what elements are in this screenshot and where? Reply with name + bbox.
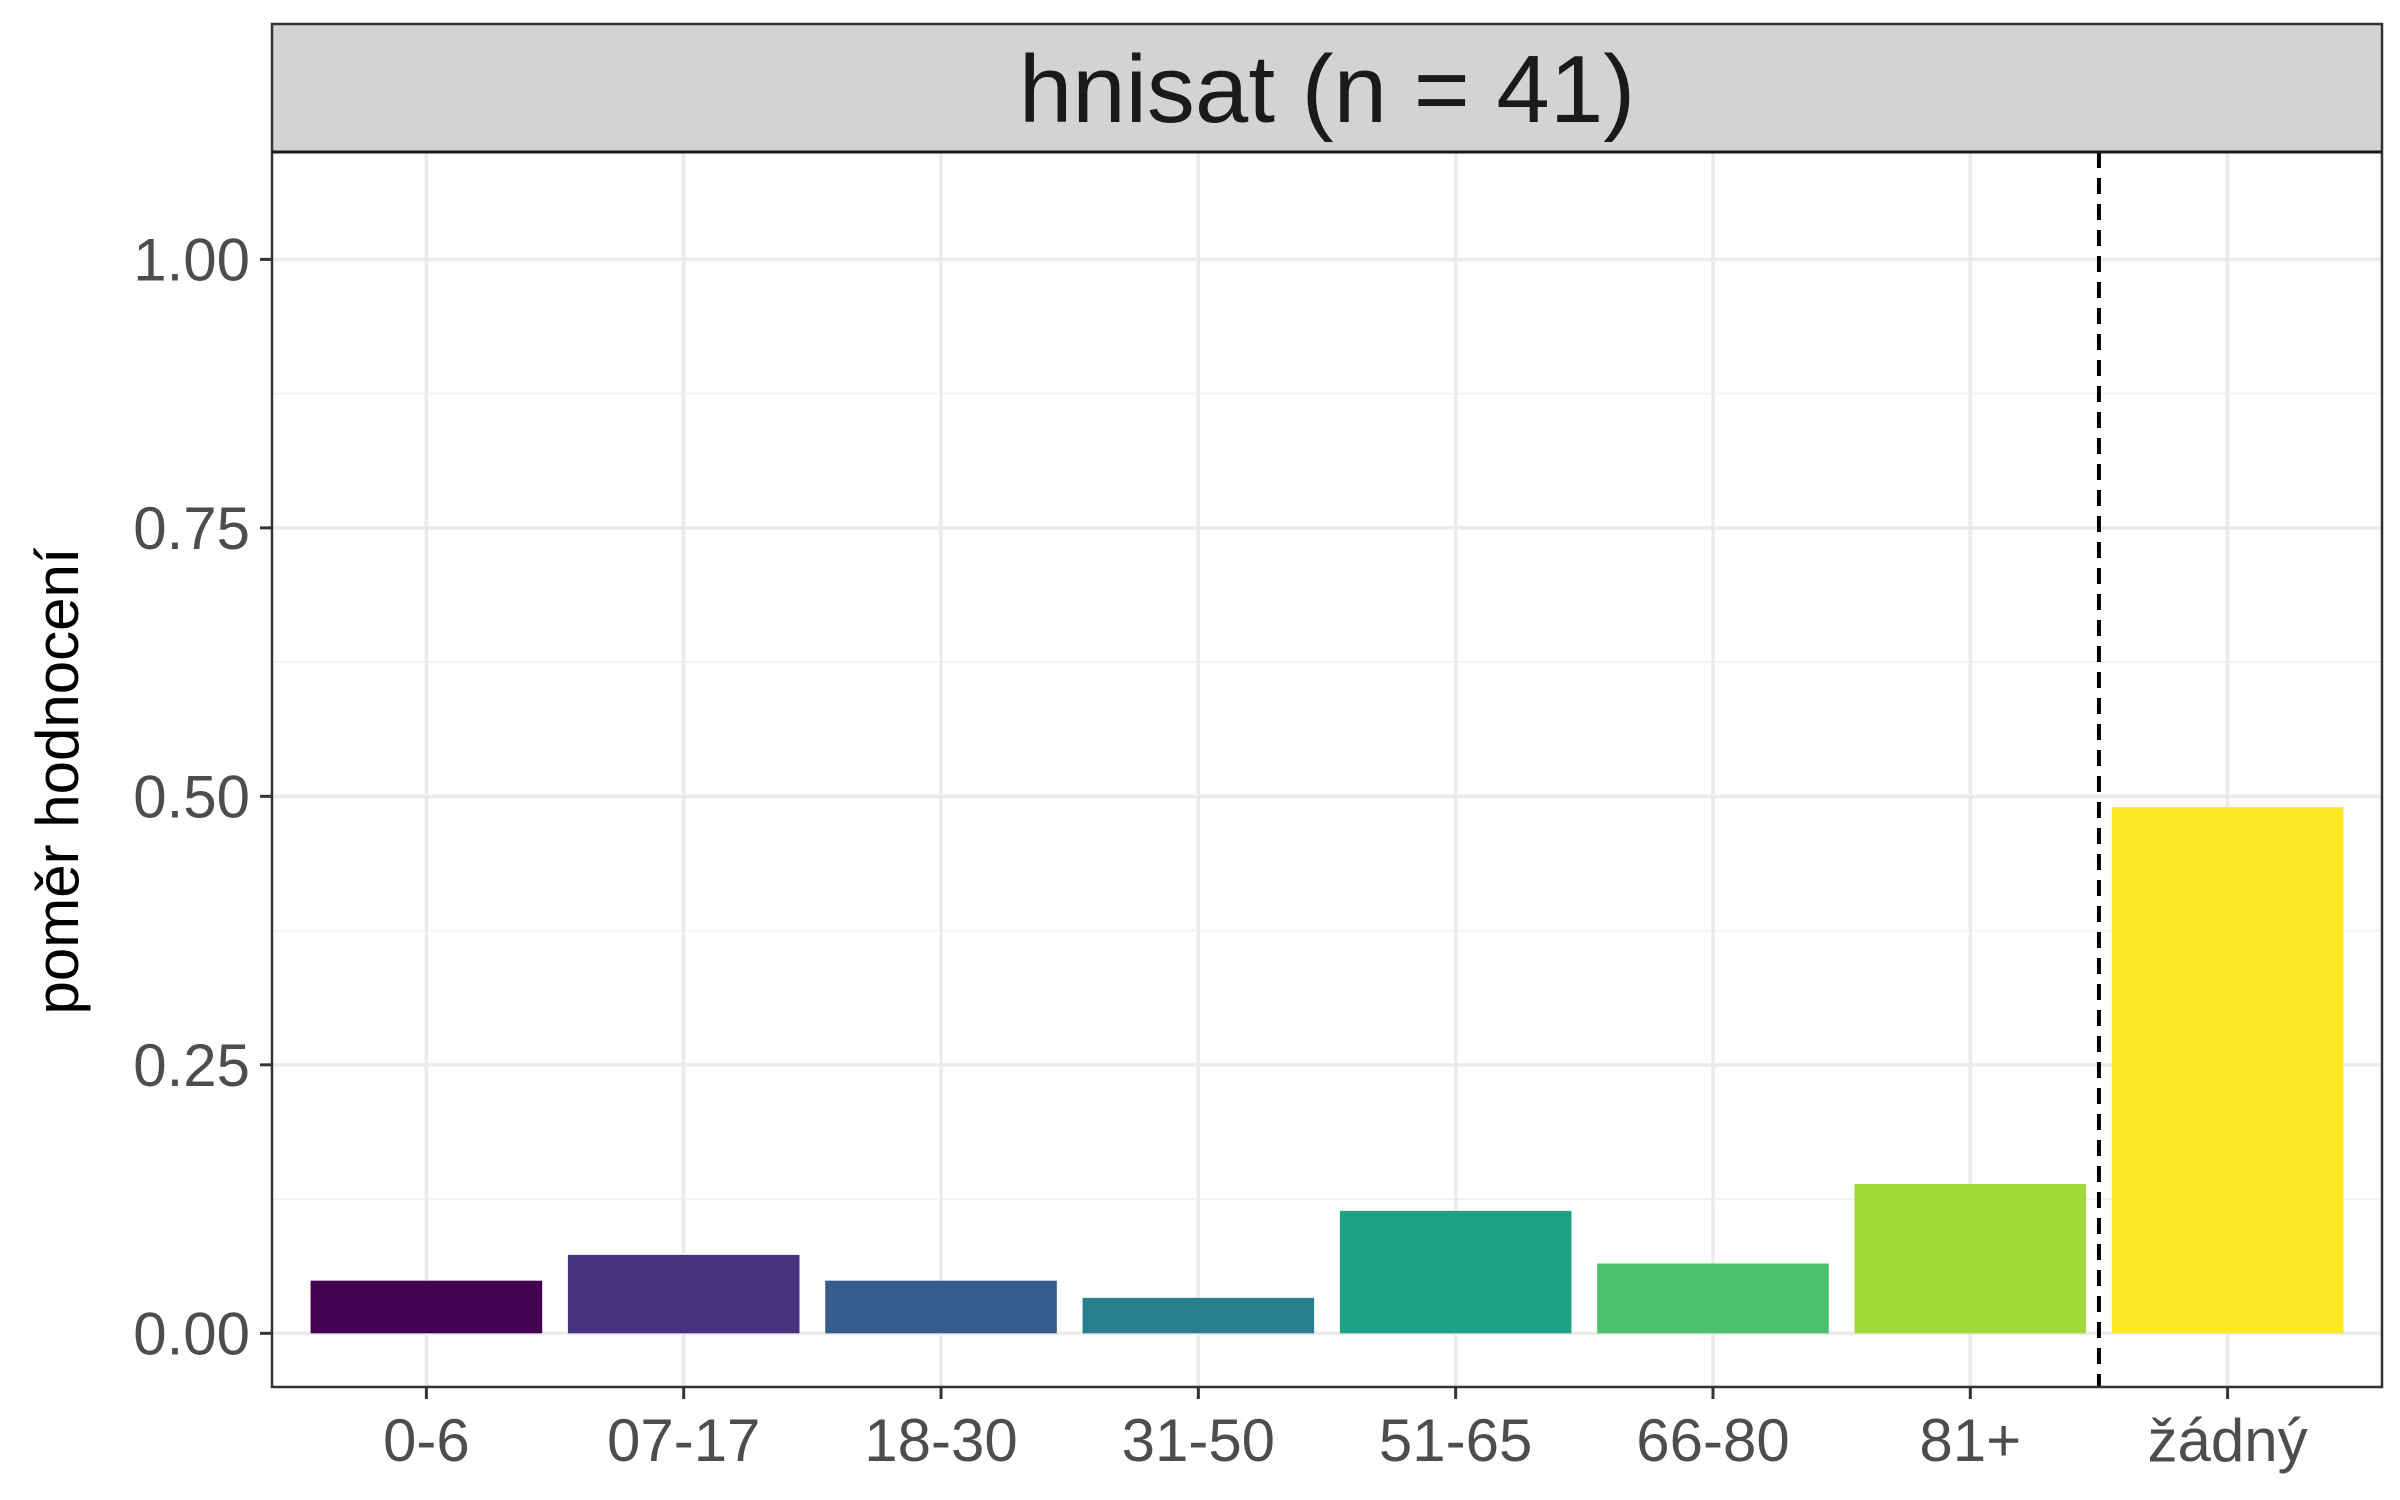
x-tick-label: 51-65 (1379, 1407, 1532, 1474)
x-tick-label: 81+ (1919, 1407, 2021, 1474)
y-tick-label: 0.00 (133, 1300, 250, 1367)
bar-žádný (2111, 807, 2344, 1334)
y-tick-label: 0.75 (133, 495, 250, 562)
y-tick-label: 0.50 (133, 763, 250, 830)
bar-18-30 (825, 1280, 1057, 1334)
x-axis: 0-6 07-17 18-30 31-50 51-65 66-80 81+ žádný (383, 1387, 2308, 1474)
x-tick-label: žádný (2148, 1407, 2308, 1474)
y-tick-label: 0.25 (133, 1032, 250, 1099)
chart-title: hnisat (n = 41) (1019, 36, 1635, 143)
bar-81+ (1854, 1184, 2087, 1334)
y-tick-label: 1.00 (133, 226, 250, 293)
bar-0-6 (310, 1280, 543, 1334)
bar-66-80 (1597, 1263, 1829, 1334)
x-tick-label: 31-50 (1122, 1407, 1275, 1474)
bar-51-65 (1339, 1210, 1572, 1334)
x-tick-label: 66-80 (1636, 1407, 1789, 1474)
y-axis: 0.00 0.25 0.50 0.75 1.00 (133, 226, 272, 1367)
plot-panel (272, 152, 2382, 1387)
facet-strip (272, 24, 2382, 152)
panel-border (270, 22, 2384, 1389)
x-tick-label: 18-30 (864, 1407, 1017, 1474)
x-tick-label: 0-6 (383, 1407, 470, 1474)
bars (310, 807, 2344, 1334)
x-tick-label: 07-17 (607, 1407, 760, 1474)
y-axis-title: poměr hodnocení (24, 547, 91, 1014)
bar-31-50 (1082, 1297, 1315, 1334)
bar-07-17 (567, 1254, 800, 1334)
